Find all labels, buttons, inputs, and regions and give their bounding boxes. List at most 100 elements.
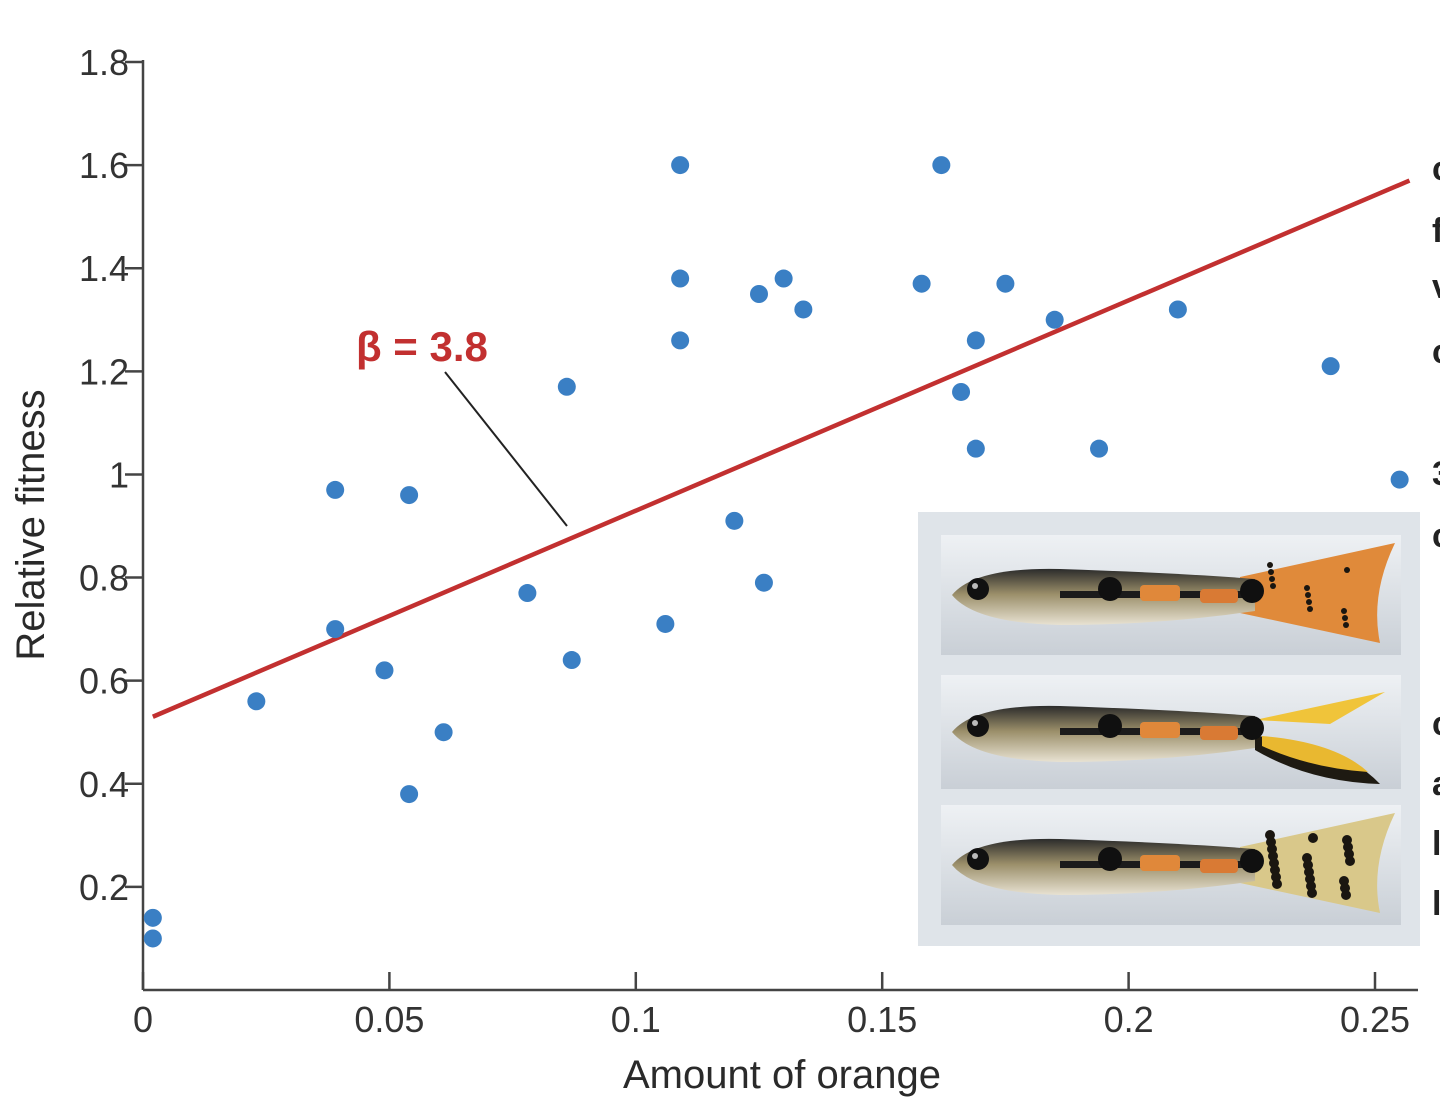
tail-spot <box>1305 592 1311 598</box>
fish-dorsal-tail <box>1255 692 1385 724</box>
fish-photo-1 <box>941 535 1401 655</box>
x-tick-label: 0 <box>133 999 153 1040</box>
fish-photo-2 <box>941 675 1401 789</box>
data-point <box>750 285 768 303</box>
y-tick-label: 0.2 <box>79 867 129 908</box>
fish-eye <box>967 578 989 600</box>
data-point <box>725 511 744 530</box>
cropped-edge-glyph-3: v <box>1432 268 1440 307</box>
x-tick-label: 0.1 <box>611 999 661 1040</box>
tail-spot <box>1342 615 1348 621</box>
tail-spot <box>1341 890 1351 900</box>
orange-patch <box>1140 855 1180 871</box>
cropped-edge-glyph-7: c <box>1432 705 1440 744</box>
regression-group: β = 3.8 <box>151 178 1411 719</box>
data-point <box>562 651 581 670</box>
x-tick-label: 0.2 <box>1104 999 1154 1040</box>
x-tick-label: 0.05 <box>354 999 424 1040</box>
beta-label: β = 3.8 <box>356 323 488 370</box>
body-spot <box>1098 847 1122 871</box>
data-point <box>400 486 419 505</box>
data-point <box>966 439 985 458</box>
y-tick-label: 1.6 <box>79 145 129 186</box>
orange-patch <box>1140 722 1180 738</box>
data-point <box>952 382 971 401</box>
data-point <box>1321 357 1340 376</box>
data-point <box>326 620 345 639</box>
tail-spot <box>1306 599 1312 605</box>
data-point <box>400 785 419 804</box>
fish-eye <box>967 848 989 870</box>
cropped-edge-glyph-8: a <box>1432 765 1440 804</box>
tail-spot <box>1267 562 1273 568</box>
fish-eye-highlight <box>972 583 978 589</box>
y-tick-label: 1.2 <box>79 351 129 392</box>
cropped-edge-glyph-2: f <box>1432 212 1440 250</box>
fish-eye <box>967 715 989 737</box>
cropped-edge-glyph-10: l <box>1432 885 1440 923</box>
y-tick-label: 0.6 <box>79 661 129 702</box>
data-point <box>518 584 537 603</box>
body-spot <box>1240 849 1264 873</box>
y-tick-label: 1 <box>109 454 129 495</box>
data-points <box>143 156 1409 948</box>
orange-patch <box>1140 585 1180 601</box>
y-axis-title: Relative fitness <box>9 389 53 660</box>
data-point <box>1390 470 1409 489</box>
orange-patch <box>1200 589 1238 603</box>
y-tick-label: 0.4 <box>79 764 129 805</box>
tail-spot <box>1269 576 1275 582</box>
axes: 0.2 0.4 0.6 0.8 1 1.2 1.4 1.6 1.8 0 0.05 0.1 0.15 0.… <box>79 42 1418 1040</box>
data-point <box>557 377 576 396</box>
tail-spot <box>1270 583 1276 589</box>
cropped-edge-glyph-6: c <box>1432 517 1440 556</box>
tail-spot <box>1307 888 1317 898</box>
y-ticks: 0.2 0.4 0.6 0.8 1 1.2 1.4 1.6 1.8 <box>79 42 143 908</box>
data-point <box>434 723 453 742</box>
cropped-edge-glyph-9: l <box>1432 825 1440 863</box>
data-point <box>774 269 793 288</box>
data-point <box>671 331 690 350</box>
fish-photo-3 <box>941 805 1401 925</box>
orange-patch <box>1200 859 1238 873</box>
tail-spot <box>1307 606 1313 612</box>
x-tick-label: 0.15 <box>847 999 917 1040</box>
fish-photo-inset <box>918 512 1420 946</box>
tail-spot <box>1268 569 1274 575</box>
x-ticks: 0 0.05 0.1 0.15 0.2 0.25 <box>133 972 1410 1040</box>
body-spot <box>1098 577 1122 601</box>
x-axis-title: Amount of orange <box>623 1053 941 1097</box>
data-point <box>247 692 266 711</box>
fish-tail <box>1240 543 1395 643</box>
data-point <box>912 274 931 293</box>
body-spot <box>1240 716 1264 740</box>
fish-eye-highlight <box>972 853 978 859</box>
tail-spot <box>1304 585 1310 591</box>
y-tick-label: 1.4 <box>79 248 129 289</box>
data-point <box>1168 300 1187 319</box>
tail-spot <box>1272 879 1282 889</box>
data-point <box>143 908 162 927</box>
tail-spot <box>1341 608 1347 614</box>
data-point <box>754 573 773 592</box>
tail-spot <box>1345 856 1355 866</box>
tail-spot <box>1308 833 1318 843</box>
y-tick-label: 0.8 <box>79 558 129 599</box>
data-point <box>375 661 394 680</box>
fish-eye-highlight <box>972 720 978 726</box>
data-point <box>326 480 345 499</box>
cropped-edge-glyph-4: c <box>1432 333 1440 372</box>
data-point <box>1090 439 1109 458</box>
data-point <box>1045 310 1064 329</box>
tail-spot <box>1343 622 1349 628</box>
tail-spot <box>1344 567 1350 573</box>
y-tick-label: 1.8 <box>79 42 129 83</box>
data-point <box>932 156 951 175</box>
data-point <box>143 929 162 948</box>
orange-patch <box>1200 726 1238 740</box>
data-point <box>656 614 675 633</box>
cropped-edge-glyph-1: c <box>1432 150 1440 189</box>
data-point <box>794 300 813 319</box>
x-tick-label: 0.25 <box>1340 999 1410 1040</box>
